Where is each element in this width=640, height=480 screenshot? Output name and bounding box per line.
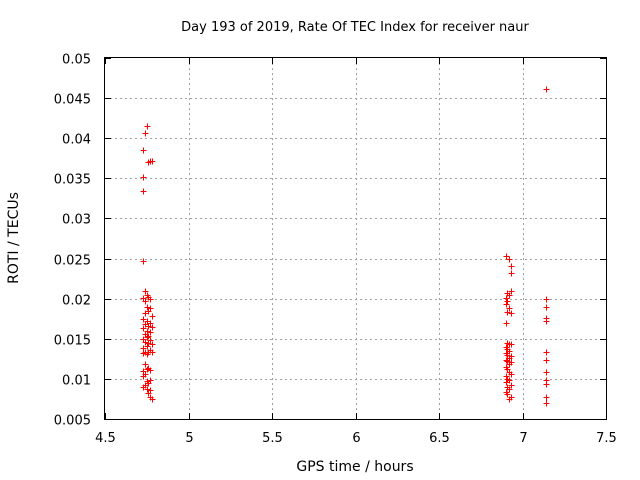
y-tick-label: 0.05 (62, 53, 91, 68)
chart-title: Day 193 of 2019, Rate Of TEC Index for r… (181, 20, 529, 35)
y-tick-label: 0.045 (54, 93, 91, 108)
data-point (142, 298, 149, 305)
data-point (144, 304, 151, 311)
y-tick-label: 0.02 (62, 294, 91, 309)
data-point (543, 86, 550, 93)
data-point (508, 310, 515, 317)
x-tick-label: 6 (352, 431, 360, 446)
data-point (140, 258, 147, 265)
y-tick-label: 0.03 (62, 213, 91, 228)
data-point (503, 253, 510, 260)
data-point (140, 188, 147, 195)
data-point (506, 396, 513, 403)
data-point (145, 340, 152, 347)
data-point (144, 386, 151, 393)
data-point (508, 341, 515, 348)
x-axis-label: GPS time / hours (296, 459, 413, 475)
axis-ticks (105, 58, 607, 420)
data-point (543, 304, 550, 311)
data-point (142, 361, 149, 368)
data-point (508, 371, 515, 378)
data-point (508, 270, 515, 277)
x-tick-label: 7.5 (596, 431, 617, 446)
y-tick-label: 0.005 (54, 414, 91, 429)
y-tick-label: 0.035 (54, 173, 91, 188)
data-point (543, 349, 550, 356)
x-tick-label: 4.5 (95, 431, 116, 446)
data-point (142, 130, 149, 137)
y-tick-label: 0.025 (54, 254, 91, 269)
y-tick-label: 0.015 (54, 334, 91, 349)
data-point (149, 341, 156, 348)
data-point (140, 350, 147, 357)
data-point (503, 357, 510, 364)
y-tick-label: 0.04 (62, 133, 91, 148)
data-point (543, 394, 550, 401)
data-point (140, 384, 147, 391)
data-point (149, 158, 156, 165)
data-point (144, 334, 151, 341)
data-point (503, 301, 510, 308)
data-point (140, 373, 147, 380)
data-point (543, 369, 550, 376)
data-point (503, 320, 510, 327)
data-point (147, 367, 154, 374)
data-point (147, 296, 154, 303)
data-points (140, 86, 550, 407)
data-point (142, 339, 149, 346)
data-point (503, 379, 510, 386)
data-point (140, 147, 147, 154)
data-point (504, 298, 511, 305)
grid (105, 58, 606, 419)
data-point (149, 324, 156, 331)
data-point (504, 309, 511, 316)
x-tick-label: 5 (185, 431, 193, 446)
data-point (149, 313, 156, 320)
data-point (144, 343, 151, 350)
data-point (145, 390, 152, 397)
data-point (508, 263, 515, 270)
data-point (140, 325, 147, 332)
data-point (508, 288, 515, 295)
data-point (506, 305, 513, 312)
data-point (503, 373, 510, 380)
data-point (543, 400, 550, 407)
data-point (506, 292, 513, 299)
y-tick-label: 0.01 (62, 374, 91, 389)
data-point (149, 349, 156, 356)
data-point (543, 296, 550, 303)
data-point (506, 256, 513, 263)
data-point (504, 391, 511, 398)
plot-frame (104, 57, 607, 420)
data-point (142, 288, 149, 295)
data-point (543, 318, 550, 325)
data-point (503, 295, 510, 302)
data-point (144, 351, 151, 358)
data-point (506, 386, 513, 393)
tick-labels: 4.5 5 5.5 6 6.5 7 7.5 0.005 0.01 0.015 0.02 0.025 0.… (54, 53, 617, 447)
x-tick-label: 7 (519, 431, 527, 446)
data-point (543, 381, 550, 388)
x-tick-label: 5.5 (262, 431, 283, 446)
data-point (506, 361, 513, 368)
data-point (144, 123, 151, 130)
x-tick-label: 6.5 (429, 431, 450, 446)
data-point (140, 316, 147, 323)
data-point (144, 366, 151, 373)
y-axis-label: ROTI / TECUs (6, 192, 22, 284)
data-point (508, 382, 515, 389)
data-point (145, 333, 152, 340)
data-point (149, 396, 156, 403)
data-point (147, 329, 154, 336)
data-point (142, 310, 149, 317)
data-point (140, 174, 147, 181)
data-point (543, 357, 550, 364)
data-point (145, 323, 152, 330)
